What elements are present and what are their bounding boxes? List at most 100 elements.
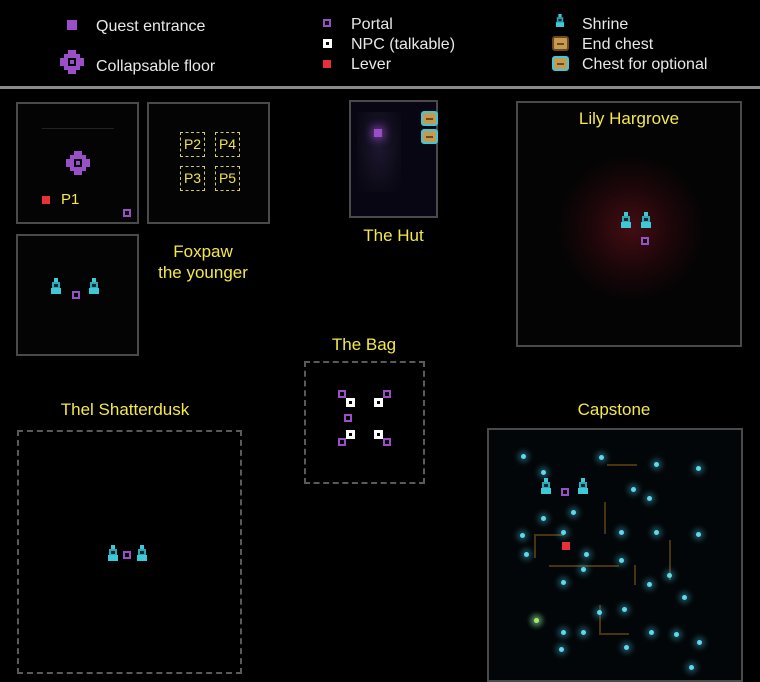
shrine-icon bbox=[50, 278, 62, 294]
light-orb bbox=[524, 552, 529, 557]
light-orb bbox=[624, 645, 629, 650]
light-orb bbox=[541, 470, 546, 475]
p3-box: P3 bbox=[180, 166, 205, 191]
light-orb bbox=[654, 530, 659, 535]
optional-chest-icon bbox=[421, 111, 438, 126]
end-chest-icon bbox=[552, 36, 569, 51]
light-orb bbox=[647, 582, 652, 587]
optional-chest-icon bbox=[552, 56, 569, 71]
light-orb bbox=[520, 533, 525, 538]
corridor bbox=[634, 565, 636, 585]
legend-divider bbox=[0, 86, 760, 89]
npc-icon bbox=[346, 398, 355, 407]
legend-collapsable-floor: Collapsable floor bbox=[96, 58, 216, 75]
light-orb bbox=[682, 595, 687, 600]
light-orb bbox=[541, 516, 546, 521]
light-orb bbox=[534, 618, 539, 623]
foxpaw-label: Foxpaw the younger bbox=[158, 242, 248, 282]
collapsable-floor-icon bbox=[66, 151, 90, 175]
legend-end-chest: End chest bbox=[582, 36, 654, 53]
shrine-icon bbox=[640, 212, 652, 228]
shrine-icon bbox=[88, 278, 100, 294]
light-orb bbox=[581, 567, 586, 572]
light-orb bbox=[647, 496, 652, 501]
corridor bbox=[599, 605, 601, 635]
light-orb bbox=[619, 558, 624, 563]
legend-optional-chest: Chest for optional bbox=[582, 56, 708, 73]
light-orb bbox=[631, 487, 636, 492]
collapsable-floor-icon bbox=[374, 129, 382, 137]
p1-label: P1 bbox=[61, 191, 80, 208]
npc-icon bbox=[374, 430, 383, 439]
npc-icon bbox=[346, 430, 355, 439]
portal-icon bbox=[123, 551, 131, 559]
hut-label: The Hut bbox=[363, 226, 424, 245]
light-orb bbox=[689, 665, 694, 670]
light-orb bbox=[581, 630, 586, 635]
portal-icon bbox=[383, 438, 391, 446]
light-orb bbox=[599, 455, 604, 460]
collapsable-floor-icon bbox=[60, 50, 84, 74]
portal-icon bbox=[344, 414, 352, 422]
legend-lever: Lever bbox=[351, 56, 392, 73]
foxpaw-room-1: P1 bbox=[16, 102, 139, 224]
lever-icon bbox=[323, 60, 331, 68]
capstone-room bbox=[487, 428, 743, 682]
light-orb bbox=[696, 532, 701, 537]
light-orb bbox=[619, 530, 624, 535]
portal-icon bbox=[383, 390, 391, 398]
light-orb bbox=[649, 630, 654, 635]
shrine-icon bbox=[555, 14, 565, 27]
legend-npc: NPC (talkable) bbox=[351, 36, 456, 53]
portal-icon bbox=[561, 488, 569, 496]
corridor bbox=[604, 502, 606, 534]
light-orb bbox=[597, 610, 602, 615]
light-orb bbox=[697, 640, 702, 645]
floor-grid bbox=[42, 128, 114, 129]
portal-icon bbox=[72, 291, 80, 299]
foxpaw-room-2: P2 P4 P3 P5 bbox=[147, 102, 270, 224]
light-orb bbox=[622, 607, 627, 612]
thel-label: Thel Shatterdusk bbox=[60, 400, 190, 419]
lily-label: Lily Hargrove bbox=[578, 109, 680, 128]
p5-box: P5 bbox=[215, 166, 240, 191]
lily-room: Lily Hargrove bbox=[516, 101, 742, 347]
portal-icon bbox=[323, 19, 331, 27]
npc-icon bbox=[374, 398, 383, 407]
legend-quest-entrance: Quest entrance bbox=[96, 18, 206, 35]
light-orb bbox=[521, 454, 526, 459]
shrine-icon bbox=[620, 212, 632, 228]
light-orb bbox=[696, 466, 701, 471]
foxpaw-room-3 bbox=[16, 234, 139, 356]
legend-portal: Portal bbox=[351, 16, 393, 33]
corridor bbox=[534, 534, 564, 536]
light-orb bbox=[559, 647, 564, 652]
quest-entrance-icon bbox=[67, 20, 77, 30]
light-orb bbox=[674, 632, 679, 637]
light-orb bbox=[584, 552, 589, 557]
light-orb bbox=[571, 510, 576, 515]
shrine-icon bbox=[136, 545, 148, 561]
hut-room bbox=[349, 100, 438, 218]
p4-box: P4 bbox=[215, 132, 240, 157]
shrine-icon bbox=[577, 478, 589, 494]
optional-chest-icon bbox=[421, 129, 438, 144]
lever-icon bbox=[42, 196, 50, 204]
shrine-icon bbox=[540, 478, 552, 494]
p2-box: P2 bbox=[180, 132, 205, 157]
thel-room bbox=[17, 430, 242, 674]
bag-room bbox=[304, 361, 425, 484]
portal-icon bbox=[641, 237, 649, 245]
legend-shrine: Shrine bbox=[582, 16, 629, 33]
light-orb bbox=[561, 530, 566, 535]
lever-icon bbox=[562, 542, 570, 550]
shrine-icon bbox=[107, 545, 119, 561]
corridor bbox=[549, 565, 619, 567]
light-orb bbox=[561, 630, 566, 635]
npc-icon bbox=[323, 39, 332, 48]
capstone-label: Capstone bbox=[577, 400, 651, 419]
corridor bbox=[599, 633, 629, 635]
corridor bbox=[607, 464, 637, 466]
light-orb bbox=[654, 462, 659, 467]
hut-interior bbox=[357, 112, 401, 192]
